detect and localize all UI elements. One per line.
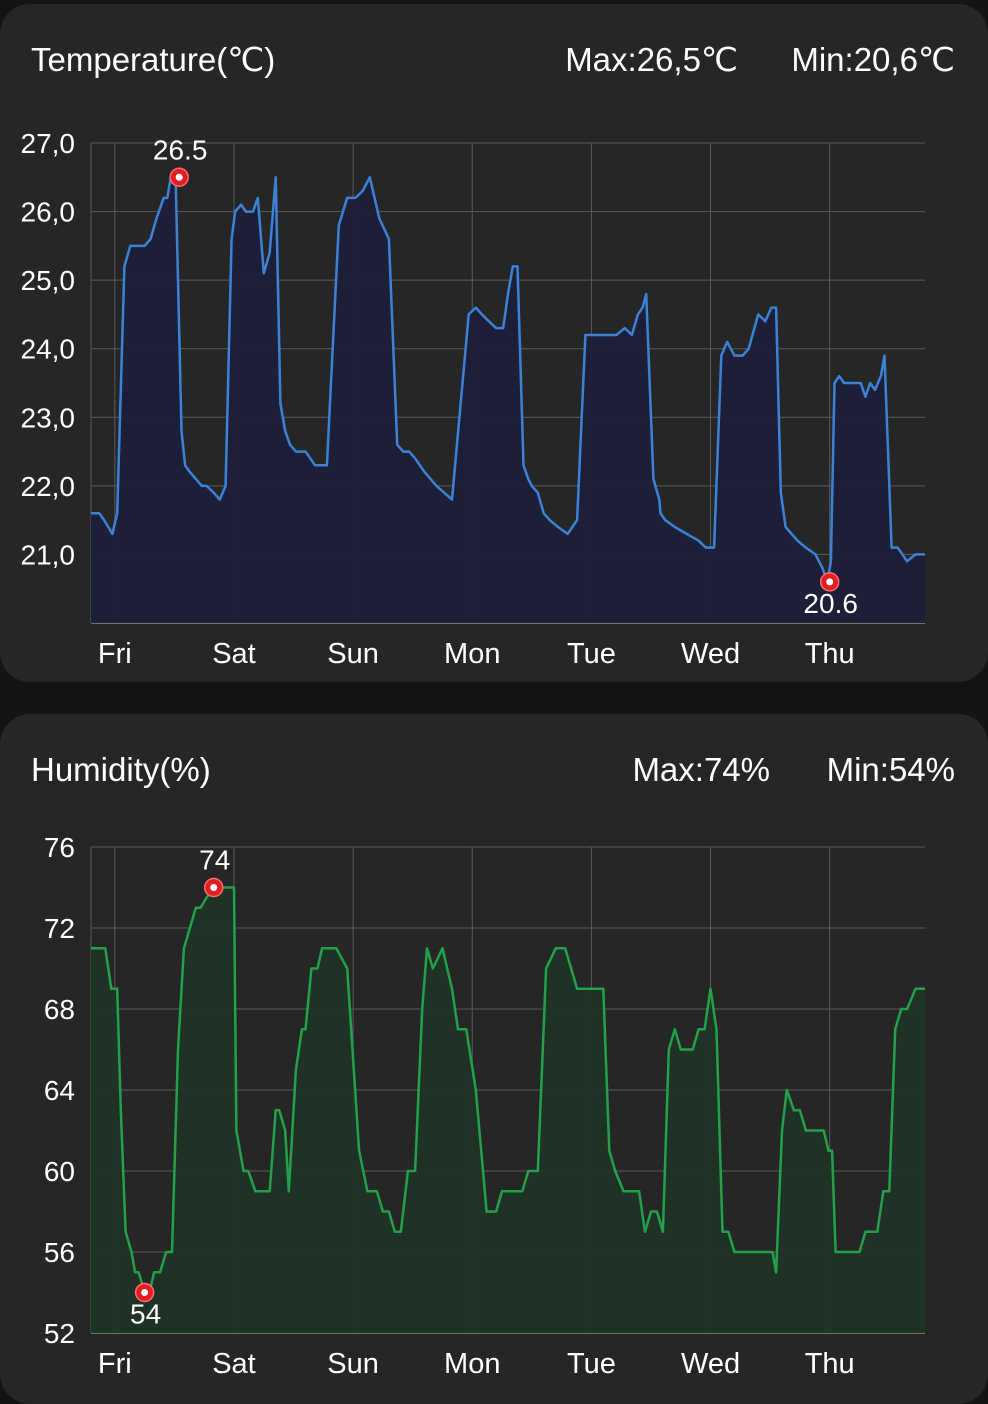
humidity-x-tick-label: Sun <box>327 1348 379 1380</box>
temperature-chart[interactable]: 21,0 22,0 23,0 24,0 25,0 26,0 27,0 Fri Sat Sun Mon… <box>0 4 988 682</box>
humidity-y-tick-label: 68 <box>44 994 75 1025</box>
humidity-y-tick-label: 60 <box>44 1156 75 1187</box>
temperature-y-tick-label: 25,0 <box>21 265 76 296</box>
temperature-x-tick-label: Sun <box>327 638 379 670</box>
temperature-y-tick-label: 27,0 <box>21 128 76 159</box>
temperature-extreme-marker-dot <box>175 173 183 181</box>
temperature-x-tick-label: Mon <box>444 638 500 670</box>
temperature-y-tick-label: 26,0 <box>21 197 76 228</box>
temperature-y-tick-label: 24,0 <box>21 334 76 365</box>
temperature-extreme-label: 26.5 <box>153 134 208 165</box>
humidity-y-tick-label: 64 <box>44 1075 75 1106</box>
temperature-y-tick-label: 21,0 <box>21 539 76 570</box>
humidity-area-fill <box>91 887 925 1333</box>
temperature-extreme-label: 20.6 <box>803 588 858 619</box>
temperature-min: Min:20,6℃ <box>791 41 955 78</box>
humidity-title: Humidity(%) <box>31 751 211 788</box>
humidity-x-tick-label: Fri <box>98 1348 132 1380</box>
temperature-x-tick-label: Wed <box>681 638 740 670</box>
temperature-extreme-marker-dot <box>826 578 834 586</box>
temperature-x-tick-label: Sat <box>212 638 256 670</box>
temperature-card: Temperature(℃) Max:26,5℃ Min:20,6℃ 21,0 2… <box>0 4 988 682</box>
humidity-min: Min:54% <box>826 751 955 788</box>
humidity-x-tick-label: Wed <box>681 1348 740 1380</box>
humidity-extreme-marker-dot <box>141 1289 149 1296</box>
temperature-x-tick-label: Tue <box>567 638 616 670</box>
humidity-y-tick-label: 76 <box>44 832 75 863</box>
temperature-area-fill <box>91 177 925 624</box>
temperature-y-tick-label: 23,0 <box>21 402 76 433</box>
humidity-chart[interactable]: 52 56 60 64 68 72 76 Fri Sat Sun Mon Tue Wed Thu 54 74 <box>0 714 988 1393</box>
temperature-series-line <box>91 176 925 584</box>
humidity-x-tick-label: Mon <box>444 1348 500 1380</box>
humidity-card: Humidity(%) Max:74% Min:54% 52 56 60 64 68 72… <box>0 714 988 1404</box>
humidity-x-tick-label: Thu <box>805 1348 855 1380</box>
humidity-x-tick-label: Tue <box>567 1348 616 1380</box>
humidity-y-tick-label: 72 <box>44 913 75 944</box>
humidity-y-tick-label: 56 <box>44 1237 75 1268</box>
temperature-y-tick-label: 22,0 <box>21 471 76 502</box>
humidity-max: Max:74% <box>632 751 770 788</box>
temperature-x-tick-label: Thu <box>805 638 855 670</box>
humidity-extreme-label: 54 <box>130 1299 161 1330</box>
temperature-title: Temperature(℃) <box>31 41 276 78</box>
humidity-x-tick-label: Sat <box>212 1348 256 1380</box>
temperature-max: Max:26,5℃ <box>565 41 738 78</box>
humidity-extreme-label: 74 <box>199 845 230 876</box>
humidity-extreme-marker-dot <box>210 884 218 891</box>
humidity-y-tick-label: 52 <box>44 1318 75 1349</box>
temperature-x-tick-label: Fri <box>98 638 132 670</box>
